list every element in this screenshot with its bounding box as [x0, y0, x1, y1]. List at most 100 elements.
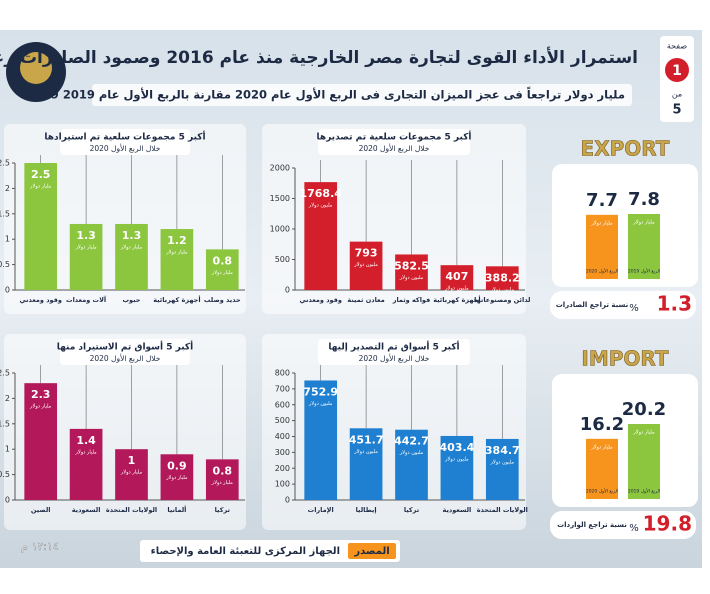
category-label: الربع الأول 2019: [628, 268, 660, 275]
x-tick-label: وقود ومعدني: [19, 296, 61, 304]
y-tick-label: 1.5: [0, 209, 10, 218]
value-label: 1.2: [167, 234, 187, 247]
chart-title-bg: [60, 129, 190, 155]
x-tick-label: حديد وصلب: [204, 296, 241, 304]
bar: [395, 254, 428, 290]
value-unit: مليون دولار: [353, 262, 378, 268]
y-tick-label: 2.5: [0, 369, 10, 378]
change-sign: %: [629, 303, 639, 314]
bar: [160, 229, 194, 290]
value-unit: مليار دولار: [590, 220, 613, 226]
value-unit: مليون دولار: [490, 459, 515, 465]
bar: [440, 265, 474, 290]
y-tick-label: 600: [275, 400, 290, 409]
y-tick-label: 400: [275, 432, 290, 441]
x-tick-label: السعودية: [72, 506, 101, 514]
value-unit: مليار دولار: [632, 430, 655, 436]
y-tick-label: 2: [5, 184, 10, 193]
page-total: 5: [672, 103, 681, 118]
y-tick-label: 2000: [270, 164, 290, 173]
bar: [349, 428, 383, 500]
y-tick-label: 500: [275, 255, 290, 264]
value-unit: مليار دولار: [29, 184, 52, 190]
value-label: 0.8: [213, 464, 233, 477]
page-circle: [665, 58, 689, 82]
value-label: 403.4: [440, 441, 475, 454]
chart-title: أكبر 5 أسواق تم الاستيراد منها: [57, 341, 194, 353]
value-label: 793: [355, 247, 378, 260]
bar: [349, 241, 383, 290]
x-tick-label: إيطاليا: [356, 506, 377, 514]
bar: [440, 435, 474, 500]
source-label-box: [348, 543, 396, 559]
y-tick-label: 800: [275, 369, 290, 378]
x-tick-label: آلات ومعدات: [66, 295, 107, 304]
chart-title: أكبر 5 أسواق تم التصدير إليها: [328, 341, 459, 353]
subtitle: 3.9 مليار دولار تراجعاً فى عجز الميزان ا…: [38, 86, 625, 103]
value-unit: مليار دولار: [211, 480, 234, 486]
chart-title-bg: [318, 339, 470, 365]
x-tick-label: أجهزة كهربائية: [153, 295, 200, 304]
value-label: 752.9: [303, 385, 338, 398]
chart-title-bg: [60, 339, 190, 365]
value-label: 1: [128, 454, 136, 467]
value-label: 407: [445, 270, 468, 283]
y-tick-label: 1: [5, 235, 10, 244]
y-tick-label: 2: [5, 394, 10, 403]
y-tick-label: 0.5: [0, 260, 10, 269]
value-label: 1.3: [76, 229, 96, 242]
title: استمرار الأداء القوى لتجارة مصر الخارجية…: [0, 46, 638, 68]
value-label: 2.3: [31, 388, 51, 401]
bar: [205, 249, 239, 290]
y-tick-label: 200: [275, 464, 290, 473]
bar: [586, 438, 618, 499]
change-label: نسبة تراجع الصادرات: [556, 301, 629, 309]
value-label: 582.5: [394, 259, 429, 272]
y-tick-label: 0.5: [0, 470, 10, 479]
category-label: الربع الأول 2020: [586, 268, 618, 275]
value-unit: مليار دولار: [590, 444, 613, 450]
value-unit: مليار دولار: [165, 250, 188, 256]
value-label: 451.7: [349, 433, 384, 446]
change-value: 19.8: [643, 512, 692, 536]
value-label: 16.2: [580, 414, 624, 435]
panel-box: [552, 374, 698, 507]
bar: [115, 223, 148, 290]
value-label: 0.9: [167, 459, 187, 472]
panel-title: IMPORT: [581, 347, 669, 371]
value-label: 0.8: [213, 254, 233, 267]
x-tick-label: الولايات المتحدة: [106, 506, 157, 514]
x-tick-label: تركيا: [404, 506, 419, 514]
change-box: [550, 291, 696, 319]
chart-title: أكبر 5 مجموعات سلعية تم استيرادها: [44, 131, 205, 143]
panel-box: [552, 164, 698, 287]
y-tick-label: 0: [285, 496, 290, 505]
value-unit: مليار دولار: [165, 475, 188, 481]
value-label: 1768.4: [299, 187, 342, 200]
chart-subtitle: خلال الربع الأول 2020: [359, 353, 430, 363]
chart-title: أكبر 5 مجموعات سلعية تم تصديرها: [316, 131, 471, 143]
bar: [115, 449, 148, 500]
chart-subtitle: خلال الربع الأول 2020: [90, 143, 161, 153]
value-unit: مليار دولار: [632, 220, 655, 226]
value-label: 7.8: [628, 189, 660, 210]
value-unit: مليون دولار: [399, 275, 424, 281]
x-tick-label: الصين: [31, 506, 51, 514]
x-tick-label: تركيا: [215, 506, 230, 514]
value-unit: مليون دولار: [444, 286, 469, 292]
y-tick-label: 300: [275, 448, 290, 457]
page-number: 1: [672, 63, 682, 79]
value-unit: مليون دولار: [308, 203, 333, 209]
x-tick-label: لدائن ومصنوعاتها: [474, 296, 530, 304]
x-tick-label: الإمارات: [308, 506, 334, 514]
y-tick-label: 0: [5, 496, 10, 505]
value-label: 2.5: [31, 168, 51, 181]
bar: [69, 428, 103, 500]
value-label: 442.7: [394, 435, 429, 448]
x-tick-label: حبوب: [123, 296, 141, 304]
x-tick-label: أجهزة كهربائية: [433, 295, 480, 304]
bar: [304, 380, 338, 500]
bar: [69, 223, 103, 290]
change-value: 1.3: [657, 292, 692, 316]
